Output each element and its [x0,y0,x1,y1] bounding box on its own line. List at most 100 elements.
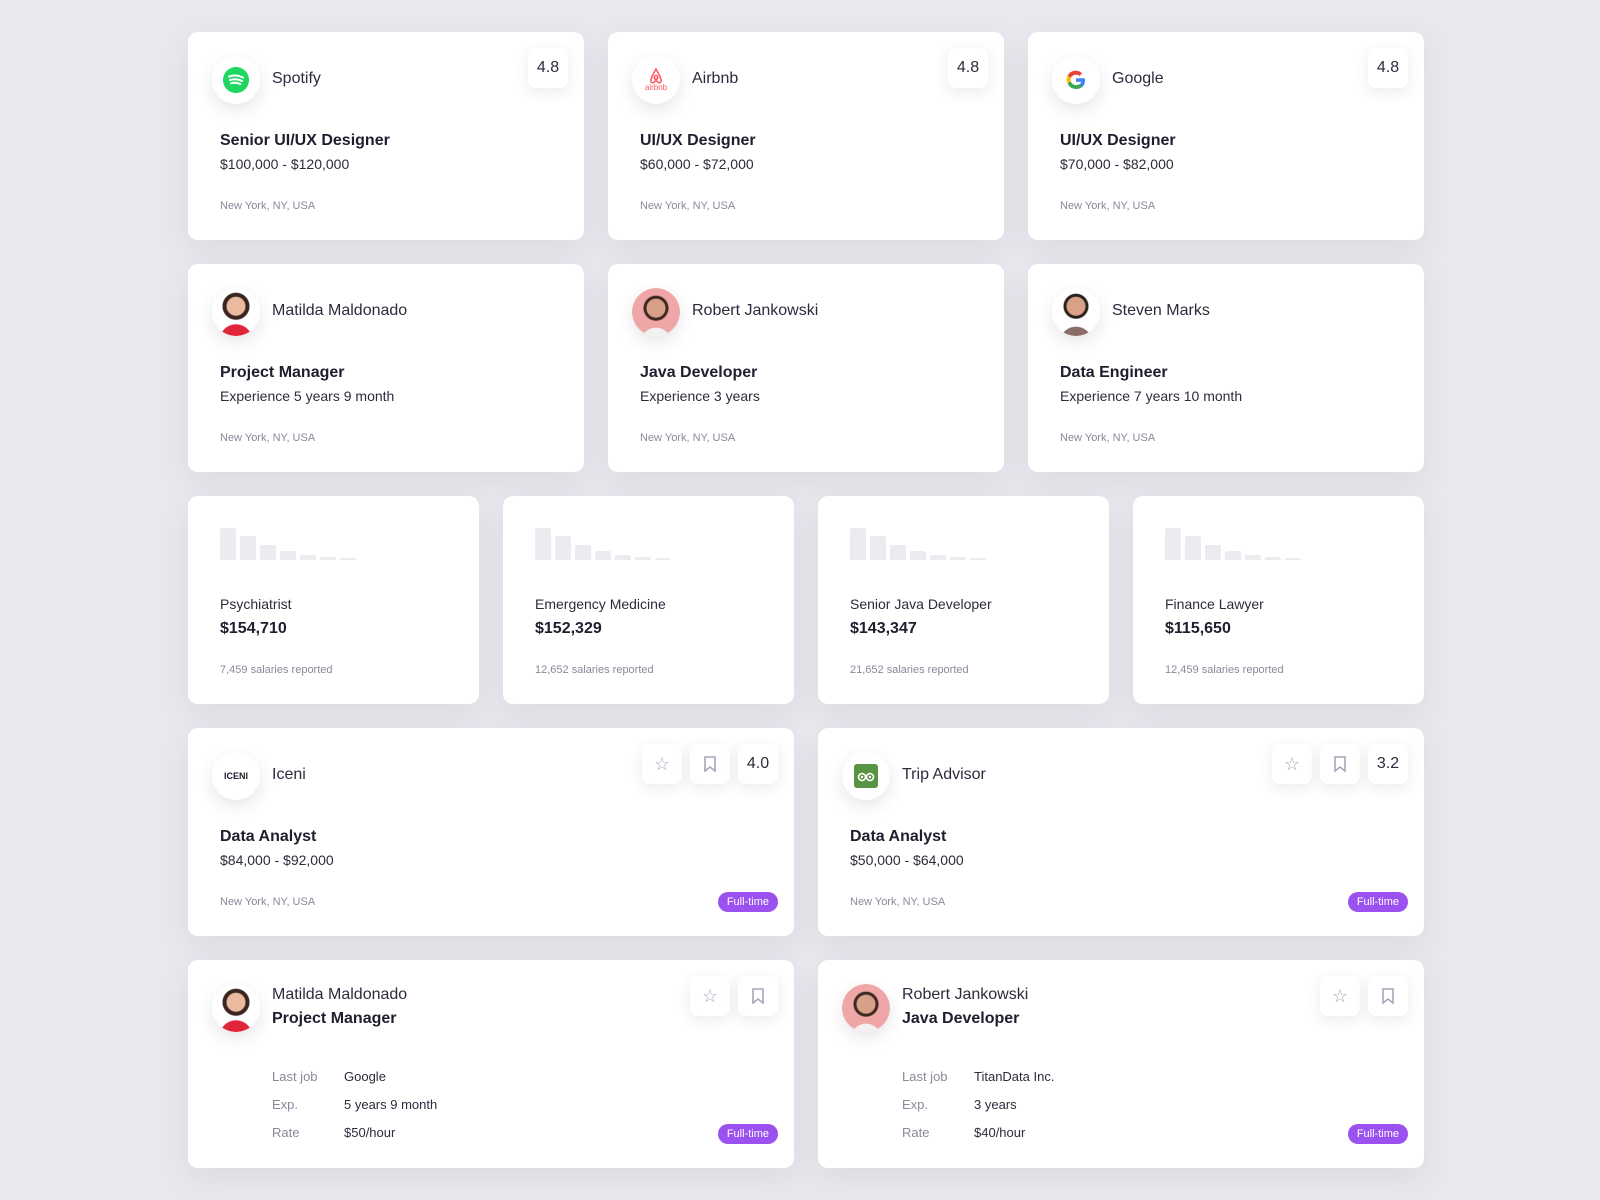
mini-bar-chart [1165,528,1301,560]
person-name: Robert Jankowski [692,302,819,319]
avatar [1052,288,1100,336]
job-title[interactable]: Data Analyst [220,828,317,845]
rate-row: Rate $50/hour [272,1125,396,1140]
rating-badge: 4.8 [528,48,568,88]
person-card[interactable]: Matilda Maldonado Project Manager Experi… [188,264,584,472]
salary-value: $154,710 [220,620,287,637]
bookmark-button[interactable] [738,976,778,1016]
last-job-row: Last job TitanData Inc. [902,1069,1055,1084]
job-title[interactable]: Senior UI/UX Designer [220,132,390,149]
chart-bar [595,551,611,560]
avatar [632,288,680,336]
job-card-tripadvisor[interactable]: Trip Advisor ☆ 3.2 Data Analyst $50,000 … [818,728,1424,936]
candidate-card[interactable]: Matilda Maldonado Project Manager ☆ Last… [188,960,794,1168]
bookmark-button[interactable] [1320,744,1360,784]
location: New York, NY, USA [220,896,316,908]
job-title[interactable]: UI/UX Designer [1060,132,1176,149]
experience: Experience 7 years 10 month [1060,388,1243,404]
chart-bar [655,558,671,560]
chart-bar [930,555,946,560]
company-name: Airbnb [692,70,739,87]
person-role[interactable]: Java Developer [640,364,758,381]
chart-bar [535,528,551,560]
salaries-count: 12,652 salaries reported [535,664,654,676]
job-card-airbnb[interactable]: airbnb Airbnb 4.8 UI/UX Designer $60,000… [608,32,1004,240]
person-card[interactable]: Robert Jankowski Java Developer Experien… [608,264,1004,472]
salary-card[interactable]: Psychiatrist $154,710 7,459 salaries rep… [188,496,479,704]
salary-range: $70,000 - $82,000 [1060,156,1174,172]
chart-bar [575,545,591,560]
bookmark-button[interactable] [1368,976,1408,1016]
person-role[interactable]: Project Manager [220,364,345,381]
rating-badge: 4.0 [738,744,778,784]
rating-badge: 4.8 [1368,48,1408,88]
rating-badge: 4.8 [948,48,988,88]
salaries-count: 12,459 salaries reported [1165,664,1284,676]
experience: Experience 5 years 9 month [220,388,395,404]
chart-bar [280,551,296,560]
person-name: Steven Marks [1112,302,1210,319]
company-name: Trip Advisor [902,766,986,783]
last-job-row: Last job Google [272,1069,386,1084]
bookmark-button[interactable] [690,744,730,784]
location: New York, NY, USA [1060,432,1156,444]
chart-bar [950,557,966,560]
google-logo-icon [1052,56,1100,104]
chart-bar [910,551,926,560]
person-role[interactable]: Data Engineer [1060,364,1168,381]
chart-bar [1285,558,1301,560]
star-button[interactable]: ☆ [642,744,682,784]
salary-range: $84,000 - $92,000 [220,852,334,868]
salaries-count: 21,652 salaries reported [850,664,969,676]
job-type-badge: Full-time [717,1124,778,1144]
chart-bar [300,555,316,560]
salary-card[interactable]: Senior Java Developer $143,347 21,652 sa… [818,496,1109,704]
avatar [212,984,260,1032]
job-title[interactable]: UI/UX Designer [640,132,756,149]
candidate-role: Java Developer [902,1010,1020,1027]
job-title[interactable]: Data Analyst [850,828,947,845]
job-card-google[interactable]: Google 4.8 UI/UX Designer $70,000 - $82,… [1028,32,1424,240]
chart-bar [890,545,906,560]
location: New York, NY, USA [220,200,316,212]
star-button[interactable]: ☆ [1272,744,1312,784]
star-button[interactable]: ☆ [690,976,730,1016]
tripadvisor-logo-icon [842,752,890,800]
mini-bar-chart [220,528,356,560]
chart-bar [615,555,631,560]
salary-card[interactable]: Emergency Medicine $152,329 12,652 salar… [503,496,794,704]
salary-value: $143,347 [850,620,917,637]
salary-range: $100,000 - $120,000 [220,156,350,172]
avatar [842,984,890,1032]
location: New York, NY, USA [850,896,946,908]
salary-role: Finance Lawyer [1165,596,1264,612]
person-name: Matilda Maldonado [272,302,408,319]
salary-role: Psychiatrist [220,596,292,612]
rating-badge: 3.2 [1368,744,1408,784]
experience-row: Exp. 5 years 9 month [272,1097,438,1112]
job-type-badge: Full-time [717,892,778,912]
chart-bar [1265,557,1281,560]
person-card[interactable]: Steven Marks Data Engineer Experience 7 … [1028,264,1424,472]
company-name: Google [1112,70,1164,87]
chart-bar [1205,545,1221,560]
job-card-spotify[interactable]: Spotify 4.8 Senior UI/UX Designer $100,0… [188,32,584,240]
rate-row: Rate $40/hour [902,1125,1026,1140]
company-name: Iceni [272,766,306,783]
salary-card[interactable]: Finance Lawyer $115,650 12,459 salaries … [1133,496,1424,704]
avatar [212,288,260,336]
candidate-role: Project Manager [272,1010,397,1027]
salary-value: $115,650 [1165,620,1231,637]
iceni-logo-icon: ICENI [212,752,260,800]
chart-bar [260,545,276,560]
candidate-name: Robert Jankowski [902,986,1029,1003]
salary-range: $50,000 - $64,000 [850,852,964,868]
job-card-iceni[interactable]: ICENI Iceni ☆ 4.0 Data Analyst $84,000 -… [188,728,794,936]
star-button[interactable]: ☆ [1320,976,1360,1016]
candidate-card[interactable]: Robert Jankowski Java Developer ☆ Last j… [818,960,1424,1168]
experience: Experience 3 years [640,388,760,404]
location: New York, NY, USA [220,432,316,444]
location: New York, NY, USA [640,200,736,212]
chart-bar [1165,528,1181,560]
mini-bar-chart [535,528,671,560]
